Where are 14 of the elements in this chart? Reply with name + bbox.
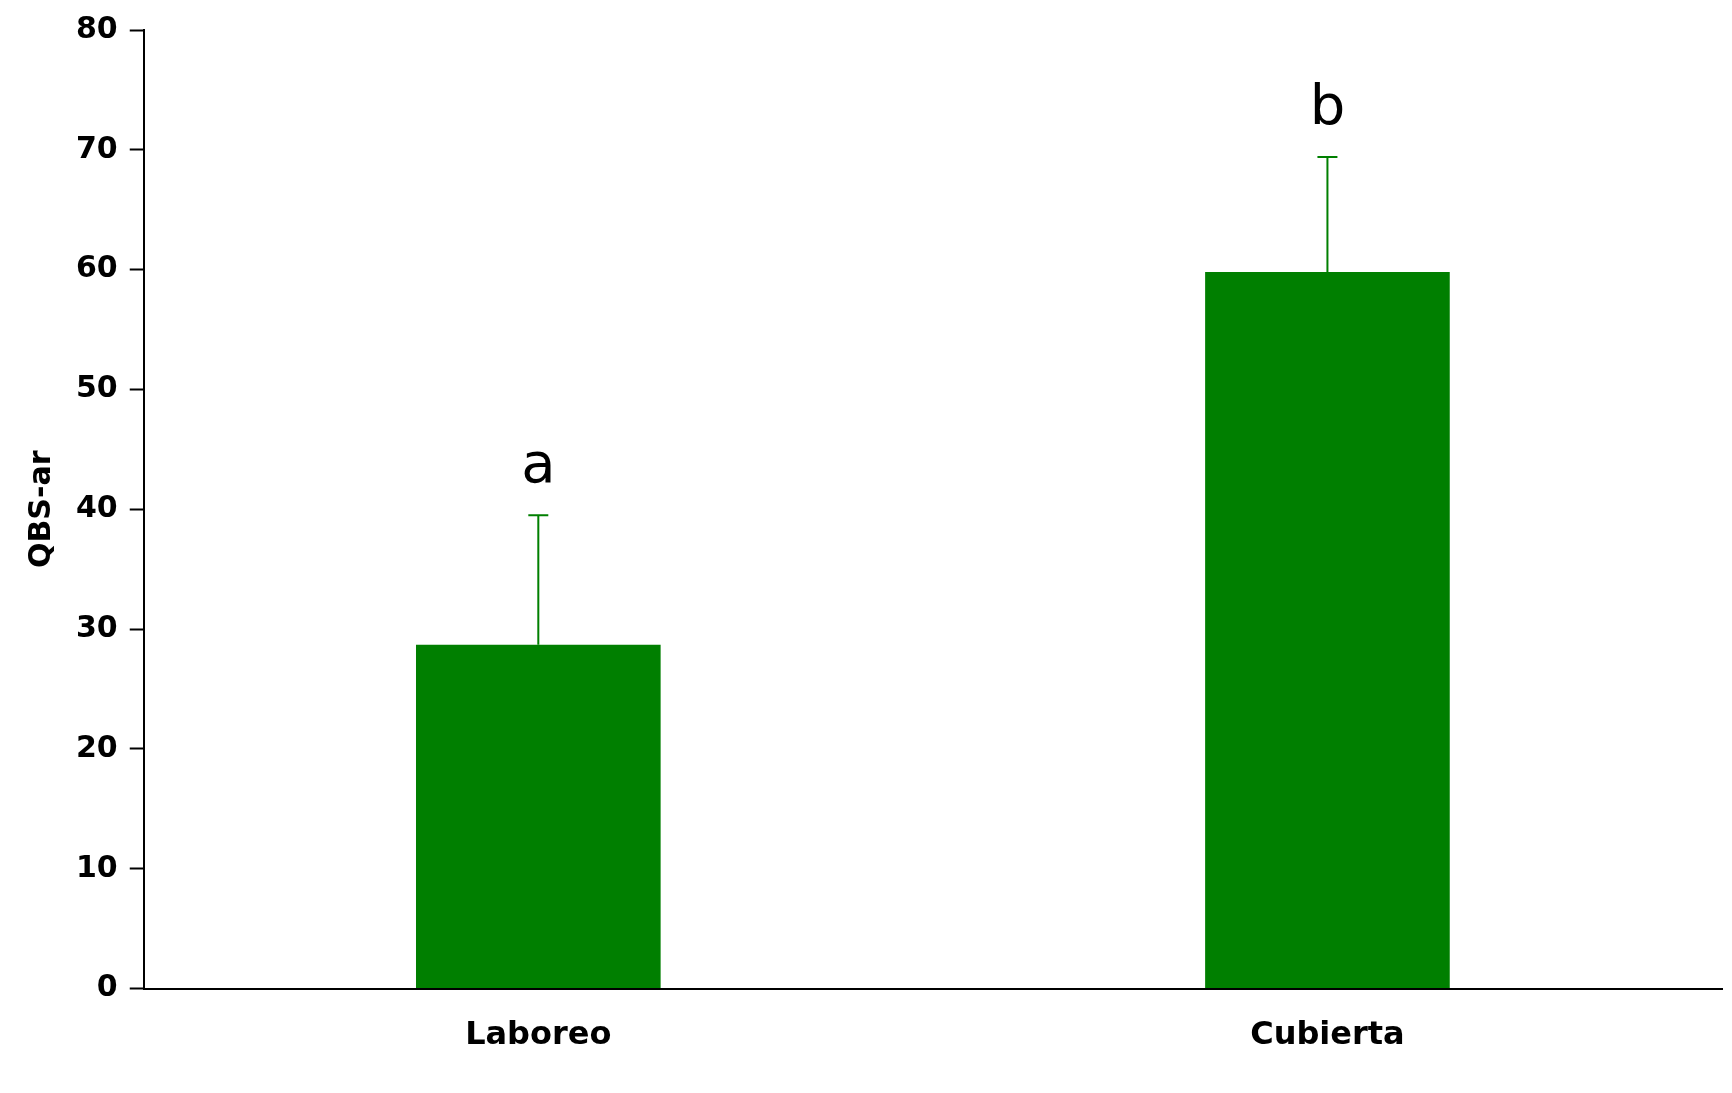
y-tick-label: 30 <box>76 608 118 644</box>
annotation: b <box>1309 71 1346 137</box>
y-tick-label: 50 <box>76 369 118 405</box>
x-tick-label: Laboreo <box>465 1014 612 1053</box>
y-tick-label: 0 <box>96 968 118 1004</box>
y-tick-label: 10 <box>76 848 118 884</box>
y-tick-label: 20 <box>76 728 118 764</box>
y-tick-label: 60 <box>76 249 118 285</box>
y-tick-label: 40 <box>76 489 118 525</box>
annotation: a <box>521 429 556 495</box>
x-tick-label: Cubierta <box>1250 1014 1405 1053</box>
y-axis-title: QBS-ar <box>21 450 57 569</box>
y-tick-label: 70 <box>76 129 118 165</box>
y-tick-label: 80 <box>76 9 118 45</box>
